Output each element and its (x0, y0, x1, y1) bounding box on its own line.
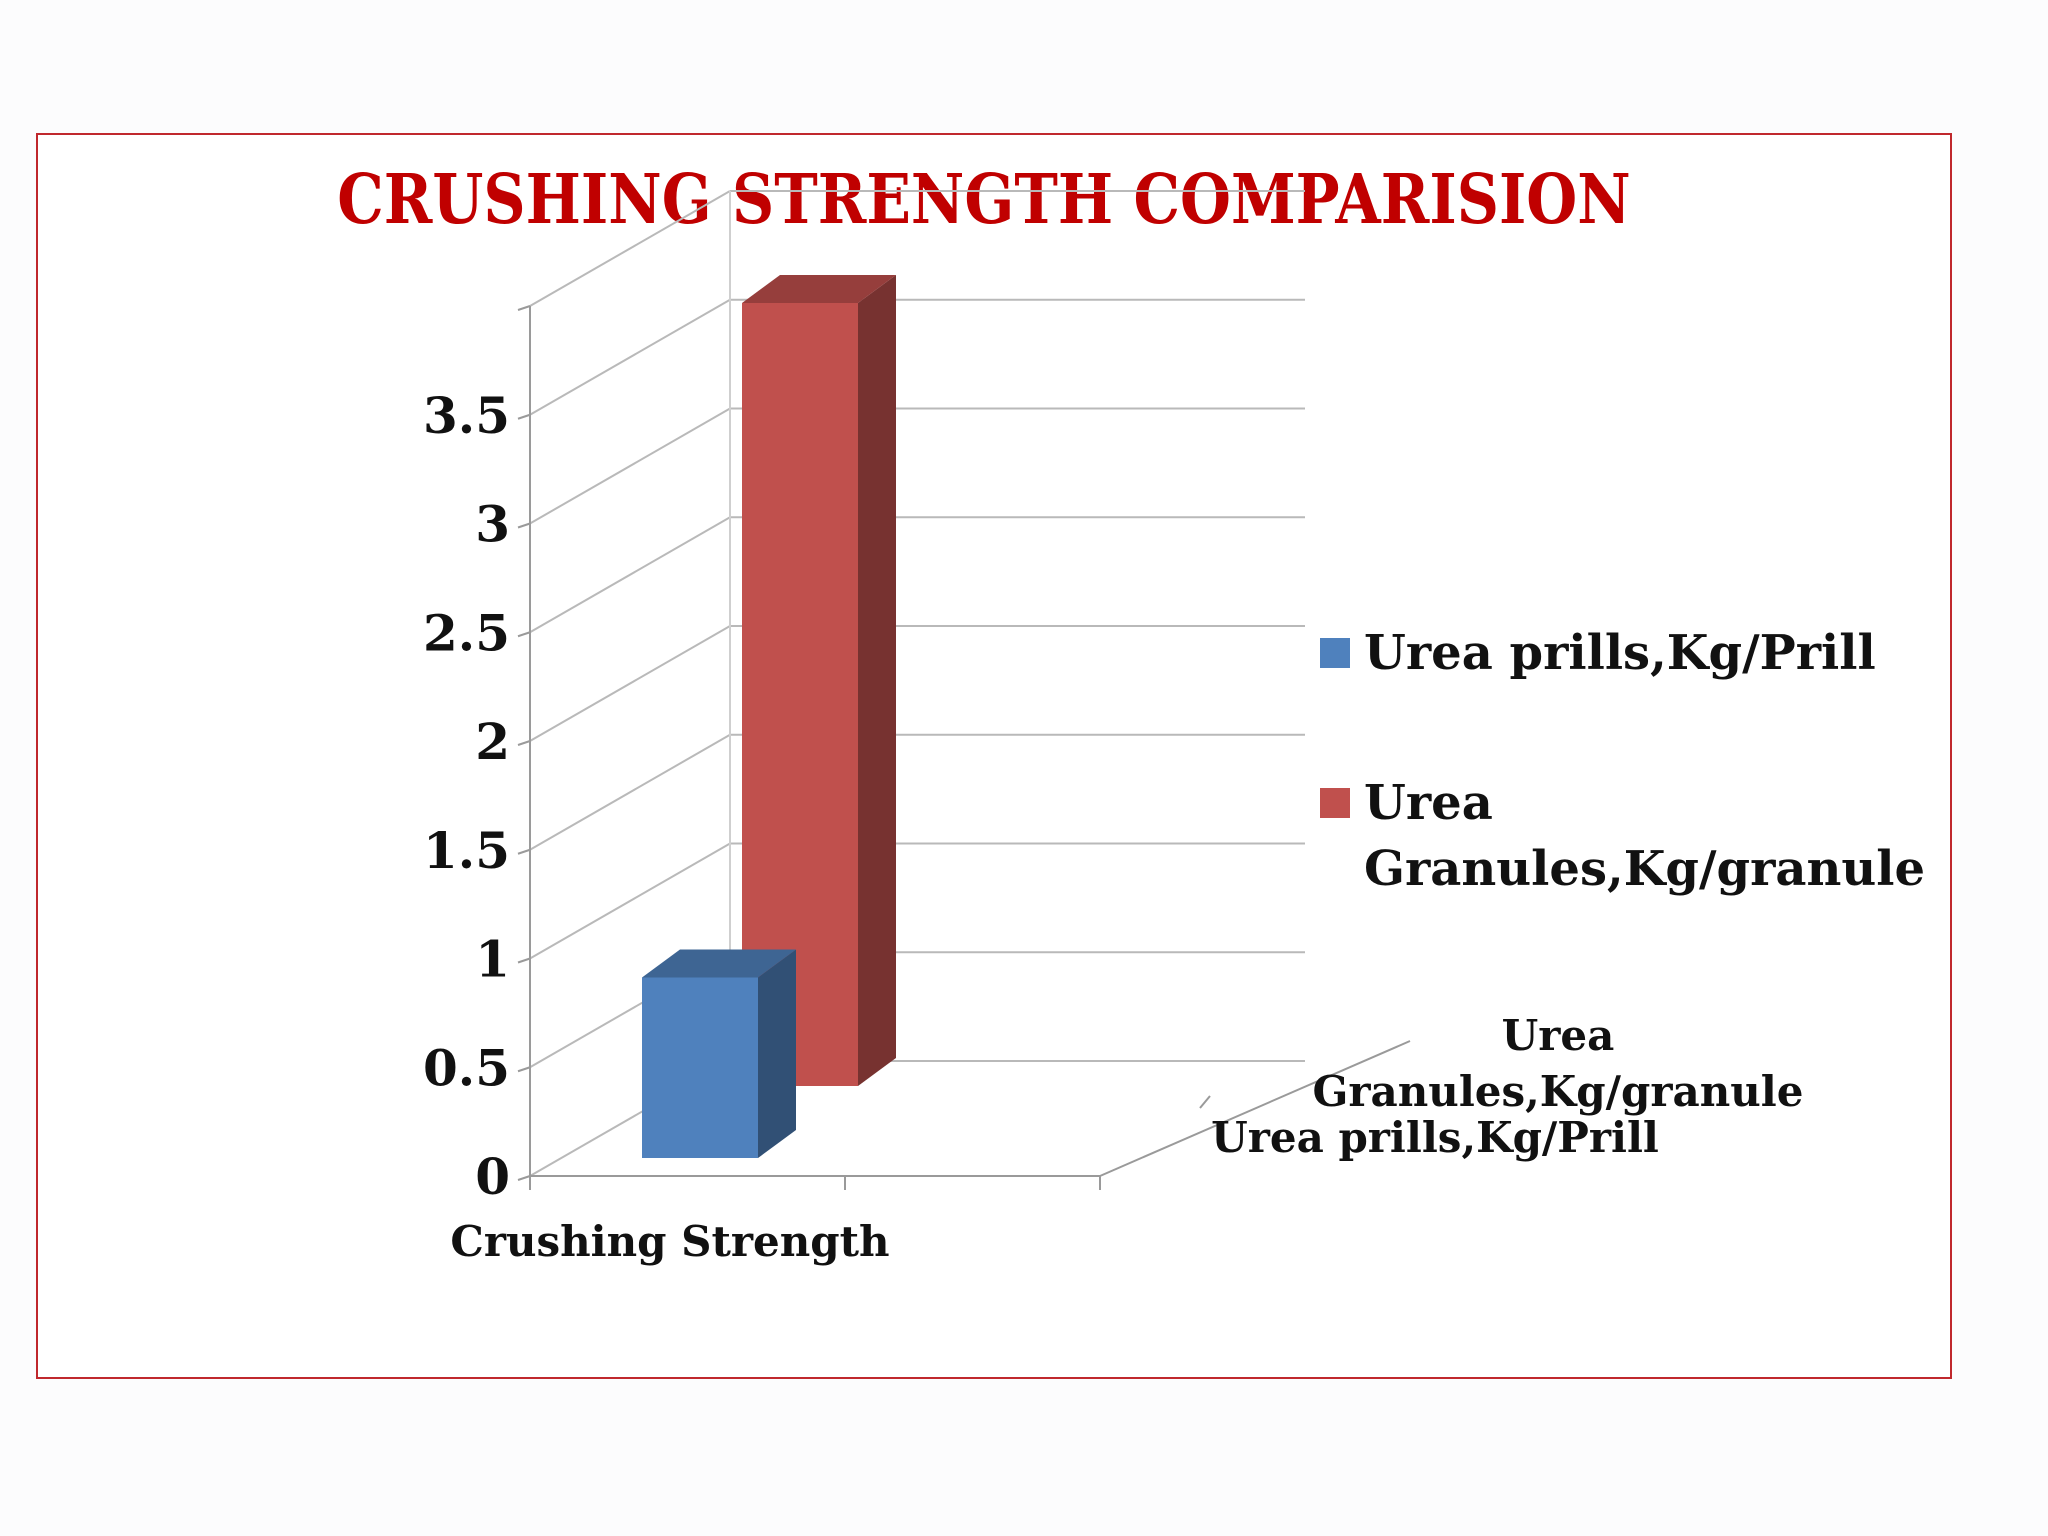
y-tick-label: 0 (475, 1147, 510, 1206)
depth-axis-label: Urea (1502, 1011, 1615, 1060)
y-tick-mark (517, 631, 531, 638)
axes (517, 191, 1411, 1190)
axis-labels: 0 0.5 1 1.5 2 2.5 3 3.5 Crushing Strength Urea Gra… (423, 386, 1803, 1266)
legend-label: Urea Granules,Kg/granule (1364, 775, 1926, 897)
y-tick-mark (517, 522, 531, 529)
chart-title: CRUSHING STRENGTH COMPARISION (337, 160, 1631, 240)
y-tick-mark (517, 848, 531, 855)
y-tick-label: 1.5 (423, 821, 510, 880)
y-tick-label: 3.5 (423, 386, 510, 445)
floor-right-edge (1099, 1040, 1411, 1177)
legend-swatch-blue (1320, 638, 1350, 668)
y-tick-label: 0.5 (423, 1038, 510, 1097)
side-wall-gridline (529, 407, 731, 525)
x-category-label: Crushing Strength (450, 1217, 889, 1266)
depth-axis-label: Granules,Kg/granule (1313, 1067, 1804, 1116)
depth-axis-label: Urea prills,Kg/Prill (1211, 1113, 1659, 1162)
side-wall-gridline (529, 516, 731, 634)
y-tick-mark (517, 1066, 531, 1073)
y-tick-mark (517, 1175, 531, 1181)
bar-top-face (742, 275, 896, 303)
bar-side-face (758, 949, 796, 1158)
y-tick-label: 2.5 (423, 603, 510, 662)
bar-urea-prills (642, 949, 796, 1158)
bar-urea-granules (742, 275, 896, 1086)
bar-front-face (642, 977, 758, 1158)
side-wall-gridline (529, 190, 731, 307)
chart-frame (36, 133, 1952, 1379)
side-wall-gridline (529, 625, 731, 742)
y-tick-label: 2 (475, 712, 510, 771)
bars (642, 275, 896, 1158)
y-tick-label: 1 (475, 930, 510, 989)
y-tick-mark (517, 740, 531, 746)
bar-top-face (642, 949, 796, 978)
y-tick-mark (517, 413, 531, 420)
depth-axis-tick (1199, 1095, 1211, 1109)
legend-label: Urea prills,Kg/Prill (1364, 625, 1876, 681)
side-wall-gridline (529, 842, 731, 960)
bar-side-face (858, 275, 896, 1086)
y-tick-mark (517, 957, 531, 964)
side-wall-gridline (529, 733, 731, 851)
y-tick-label: 3 (475, 495, 510, 554)
y-tick-mark (517, 305, 531, 311)
side-wall-gridline (529, 298, 731, 416)
legend-swatch-red (1320, 788, 1350, 818)
